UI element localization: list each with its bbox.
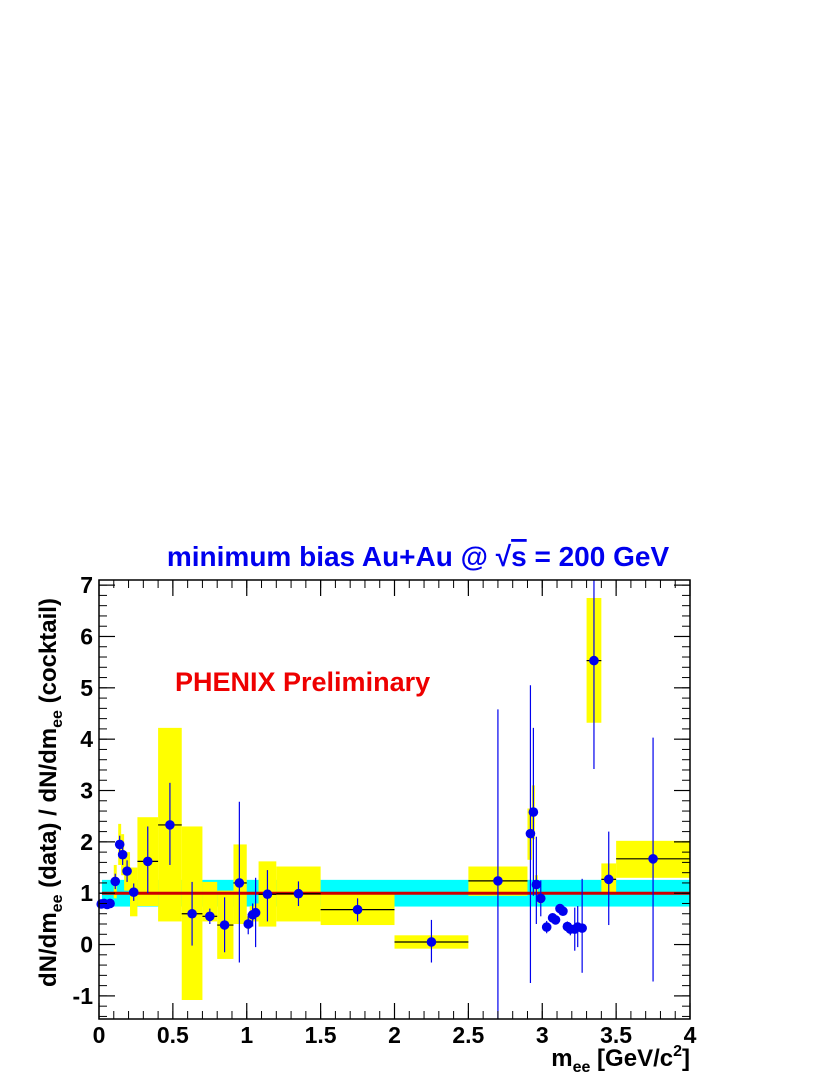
data-point (105, 898, 115, 909)
data-point (493, 876, 503, 886)
data-point (352, 904, 363, 915)
data-point (550, 915, 561, 925)
phenix-preliminary-label: PHENIX Preliminary (175, 667, 430, 697)
data-point (110, 876, 121, 887)
data-point (114, 839, 125, 850)
data-point (128, 887, 139, 897)
x-tick-label: 1 (240, 1022, 253, 1048)
x-tick-label: 0 (93, 1022, 106, 1048)
y-tick-label: -1 (73, 983, 94, 1009)
y-axis-title: dN/dmee (data) / dN/dmee (cocktail) (35, 598, 66, 987)
y-tick-label: 6 (80, 623, 93, 649)
data-point (541, 922, 552, 932)
data-point (525, 828, 536, 839)
x-tick-labels: 0 0.5 1 1.5 2 2.5 3 3.5 4 (93, 1022, 697, 1048)
x-tick-label: 0.5 (157, 1022, 189, 1048)
y-tick-label: 4 (80, 726, 93, 752)
data-point (603, 874, 614, 885)
data-point (250, 907, 261, 918)
systematic-boxes-layer (100, 597, 690, 1001)
x-tick-label: 3.5 (600, 1022, 632, 1048)
y-tick-label: 5 (80, 675, 93, 701)
data-point (577, 923, 587, 933)
chart-title: minimum bias Au+Au @ √s = 200 GeV (167, 541, 670, 572)
y-tick-label: 1 (80, 880, 93, 906)
data-point (293, 888, 304, 899)
x-tick-label: 4 (684, 1022, 697, 1048)
data-point (528, 807, 539, 817)
data-point (187, 908, 197, 919)
x-tick-label: 2.5 (452, 1022, 484, 1048)
data-point (234, 878, 245, 888)
data-point (589, 655, 599, 666)
data-point (117, 849, 128, 860)
points-layer (96, 655, 658, 947)
y-tick-label: 3 (80, 778, 93, 804)
data-point (122, 866, 132, 876)
data-point (426, 937, 437, 947)
data-point (531, 879, 542, 890)
data-point (219, 920, 230, 930)
axis-ticks (98, 580, 691, 1019)
data-point (142, 856, 153, 867)
x-tick-label: 3 (536, 1022, 549, 1048)
data-point (535, 893, 546, 904)
x-tick-label: 1.5 (305, 1022, 337, 1048)
data-point (165, 820, 175, 830)
x-tick-label: 2 (388, 1022, 401, 1048)
data-point (243, 919, 254, 929)
plot-area (96, 580, 690, 1019)
y-tick-label: 0 (80, 932, 93, 958)
data-point (648, 854, 658, 864)
y-tick-label: 2 (80, 829, 93, 855)
y-tick-label: 7 (80, 572, 93, 598)
data-point (558, 906, 568, 916)
data-point (262, 889, 273, 900)
y-tick-labels: -1 0 1 2 3 4 5 6 7 (73, 572, 94, 1009)
x-axis-title: mee [GeV/c2] (551, 1043, 690, 1075)
data-point (205, 911, 215, 922)
